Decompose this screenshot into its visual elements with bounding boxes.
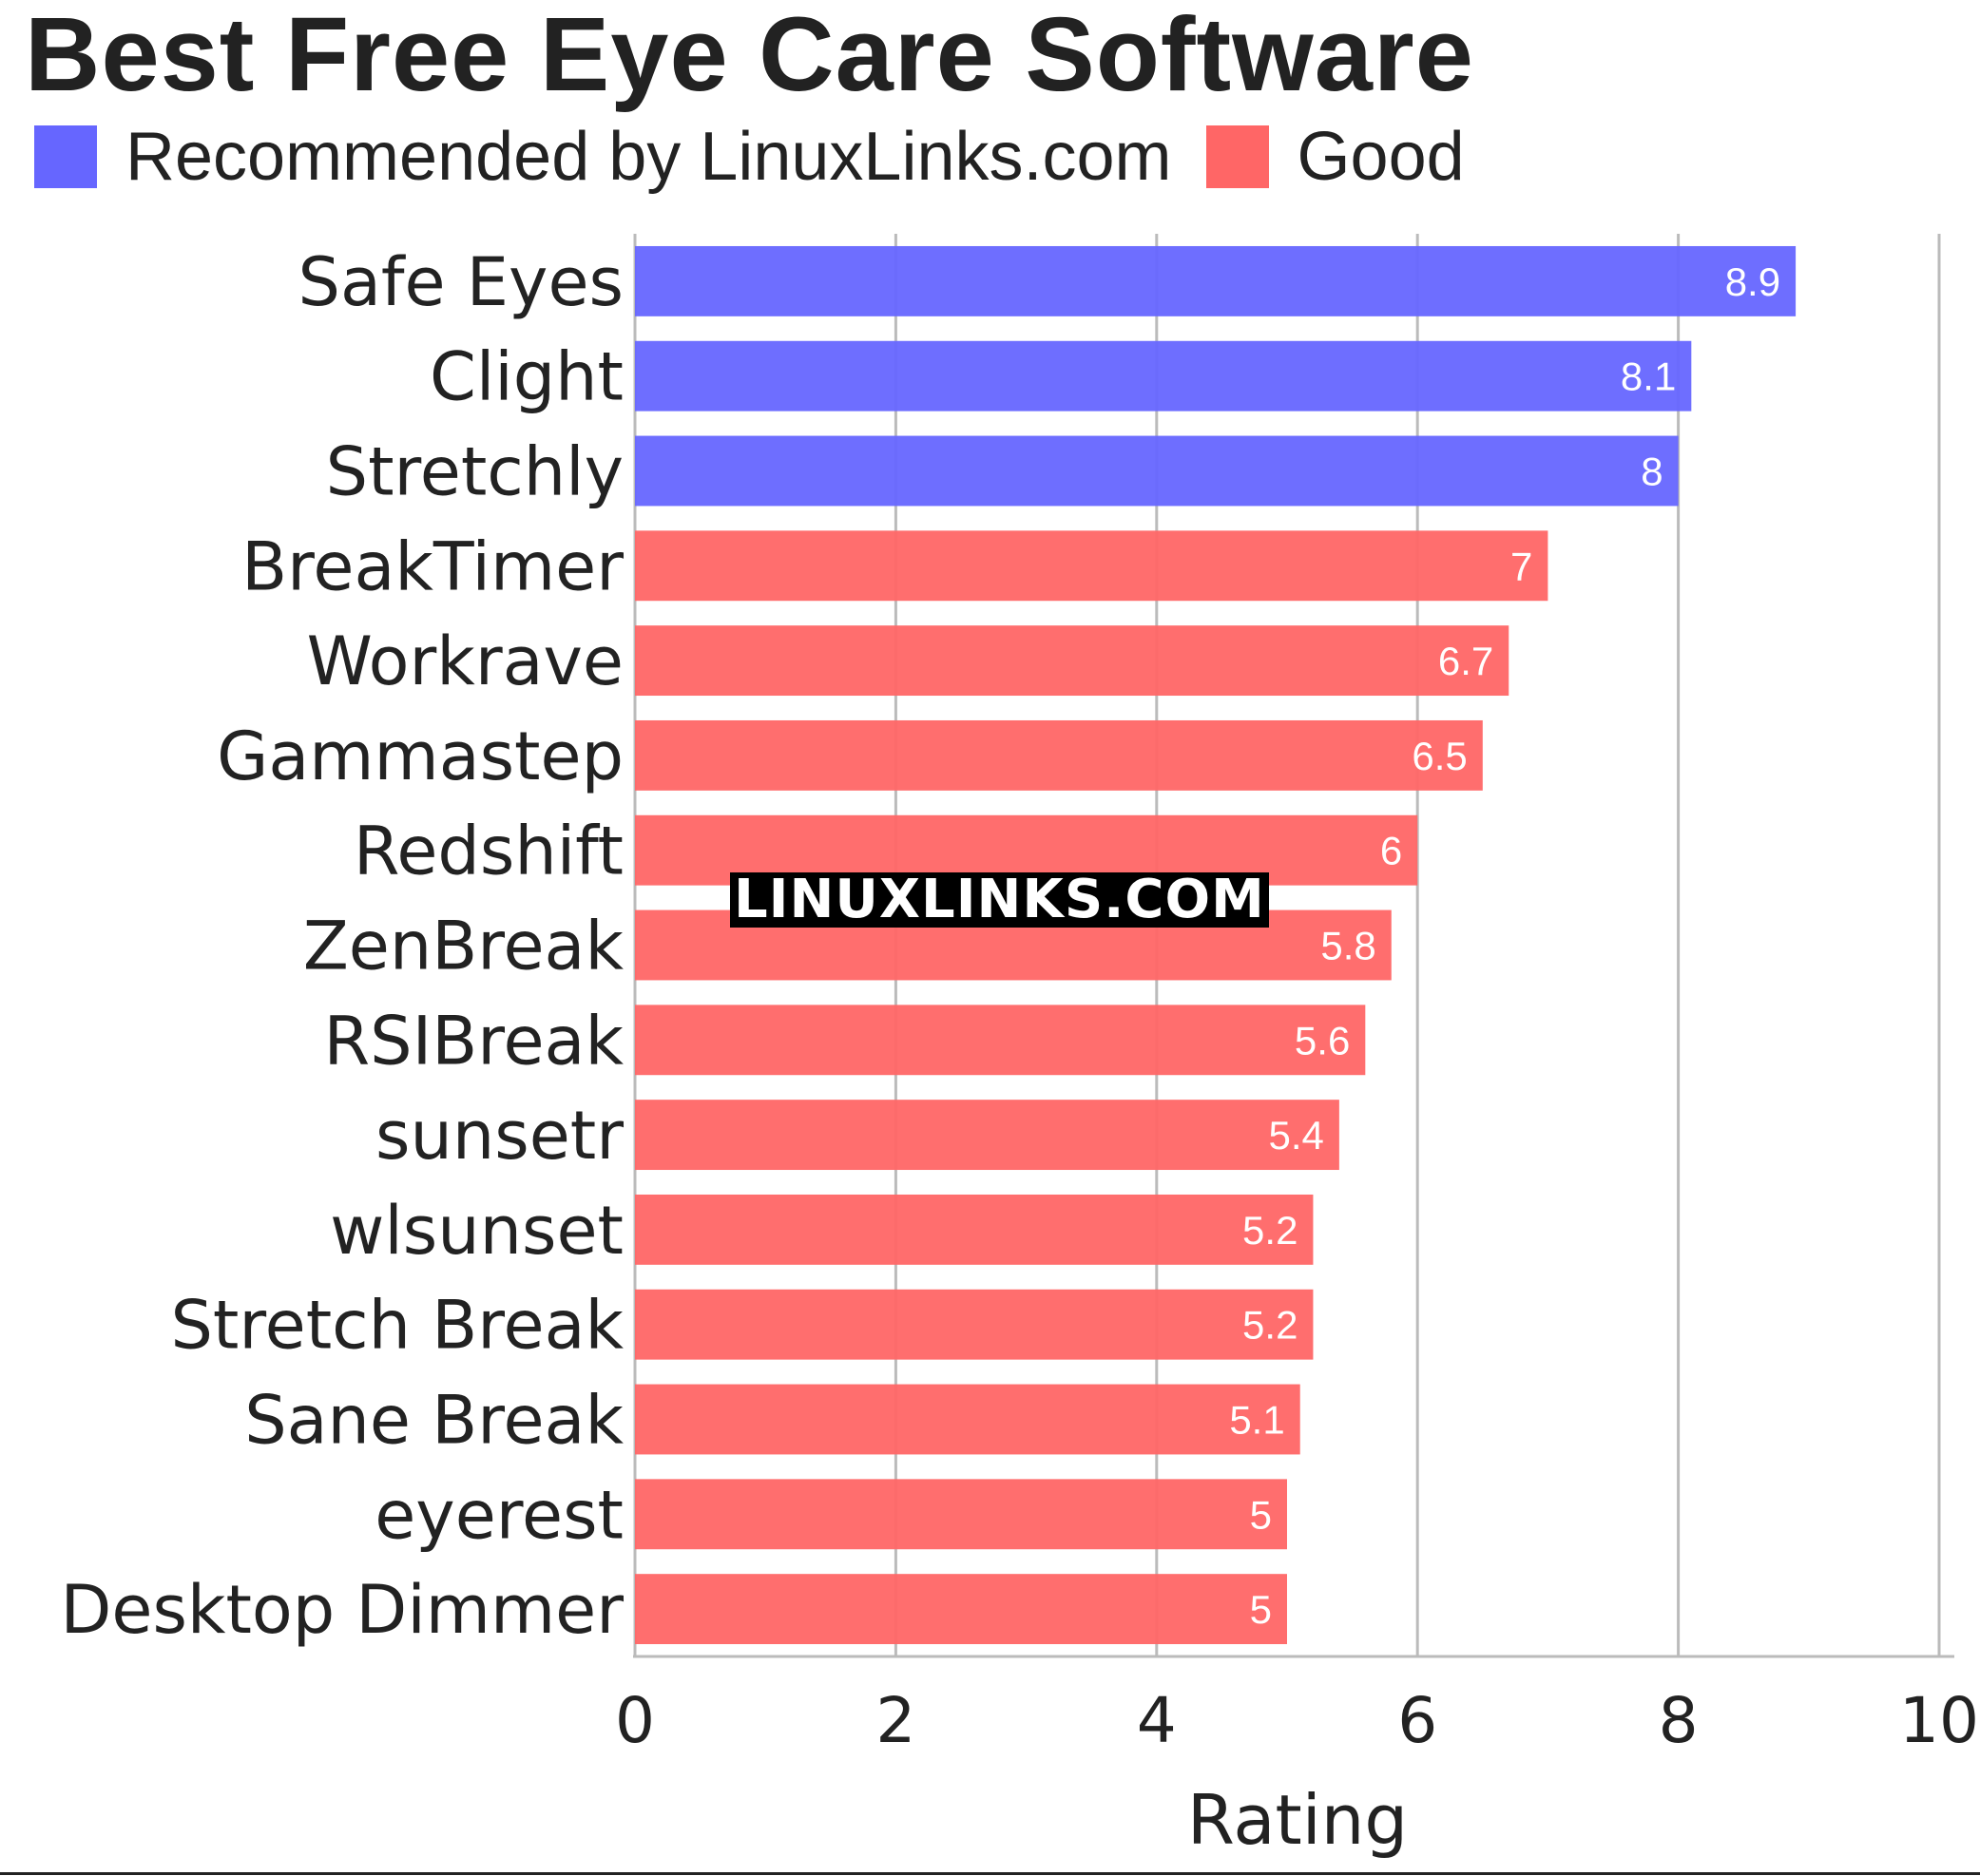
bar-value-label: 5.2 [1242,1303,1298,1348]
bar [635,340,1692,412]
category-label: Stretchly [326,433,624,511]
bar-value-label: 8.9 [1725,259,1780,304]
bar [635,1574,1287,1645]
x-tick-label: 10 [1899,1684,1979,1757]
bar-value-label: 6.5 [1412,734,1467,778]
category-label: eyerest [375,1476,624,1554]
bar-value-label: 6.7 [1438,639,1493,683]
x-tick-label: 6 [1397,1684,1437,1757]
bar-value-label: 8.1 [1621,354,1676,399]
watermark: LINUXLINKS.COM [730,872,1269,928]
legend-swatch-good [1205,125,1269,188]
bar-value-label: 7 [1510,544,1532,588]
legend-swatch-recommended [34,125,97,188]
bar-value-label: 5 [1250,1492,1272,1537]
bar [635,1384,1300,1455]
chart-title: Best Free Eye Care Software [25,0,1474,113]
x-axis-label: Rating [1187,1780,1408,1860]
bar-value-label: 5.8 [1320,924,1375,968]
x-axis: 0 2 4 6 8 10 [615,1655,1979,1757]
bar [635,625,1509,697]
category-labels: Safe Eyes Clight Stretchly BreakTimer Workra… [60,243,624,1649]
category-label: Stretch Break [171,1287,625,1365]
bar [635,530,1548,602]
bar-value-label: 5.1 [1229,1398,1284,1443]
category-label: ZenBreak [303,908,625,986]
category-label: RSIBreak [324,1002,625,1080]
category-label: Clight [430,338,624,416]
x-tick-label: 4 [1137,1684,1177,1757]
category-label: BreakTimer [241,527,624,605]
bar [635,245,1797,316]
category-label: wlsunset [330,1192,624,1270]
legend: Recommended by LinuxLinks.com Good [34,119,1499,195]
x-tick-label: 0 [615,1684,655,1757]
category-label: Gammastep [217,718,624,795]
category-label: Desktop Dimmer [60,1571,624,1649]
category-label: sunsetr [375,1097,624,1175]
legend-label-recommended: Recommended by LinuxLinks.com [125,119,1172,195]
bottom-rule [0,1872,1980,1875]
category-label: Sane Break [244,1382,624,1460]
bar-value-label: 5.6 [1295,1018,1350,1062]
bar-value-label: 5 [1250,1587,1272,1632]
legend-item-recommended: Recommended by LinuxLinks.com [34,118,1172,196]
value-labels: 8.9 8.1 8 7 6.7 6.5 6 5.8 5.6 5.4 5.2 5.2 5.1 5 5 [1229,259,1780,1632]
bar [635,719,1483,791]
bar [635,1005,1366,1076]
category-label: Workrave [307,622,624,700]
bar [635,1194,1314,1265]
bar [635,1289,1314,1360]
bar-value-label: 5.4 [1268,1113,1323,1158]
category-label: Redshift [354,813,624,890]
bar [635,1479,1287,1550]
legend-item-good: Good [1205,118,1465,196]
bar-value-label: 5.2 [1242,1208,1298,1253]
category-label: Safe Eyes [298,243,624,321]
bar-value-label: 8 [1641,450,1663,494]
bars [635,245,1797,1645]
bar [635,435,1679,507]
bar-value-label: 6 [1380,829,1402,873]
x-tick-label: 8 [1659,1684,1699,1757]
x-tick-label: 2 [875,1684,915,1757]
bar [635,1100,1339,1171]
legend-label-good: Good [1297,119,1465,195]
